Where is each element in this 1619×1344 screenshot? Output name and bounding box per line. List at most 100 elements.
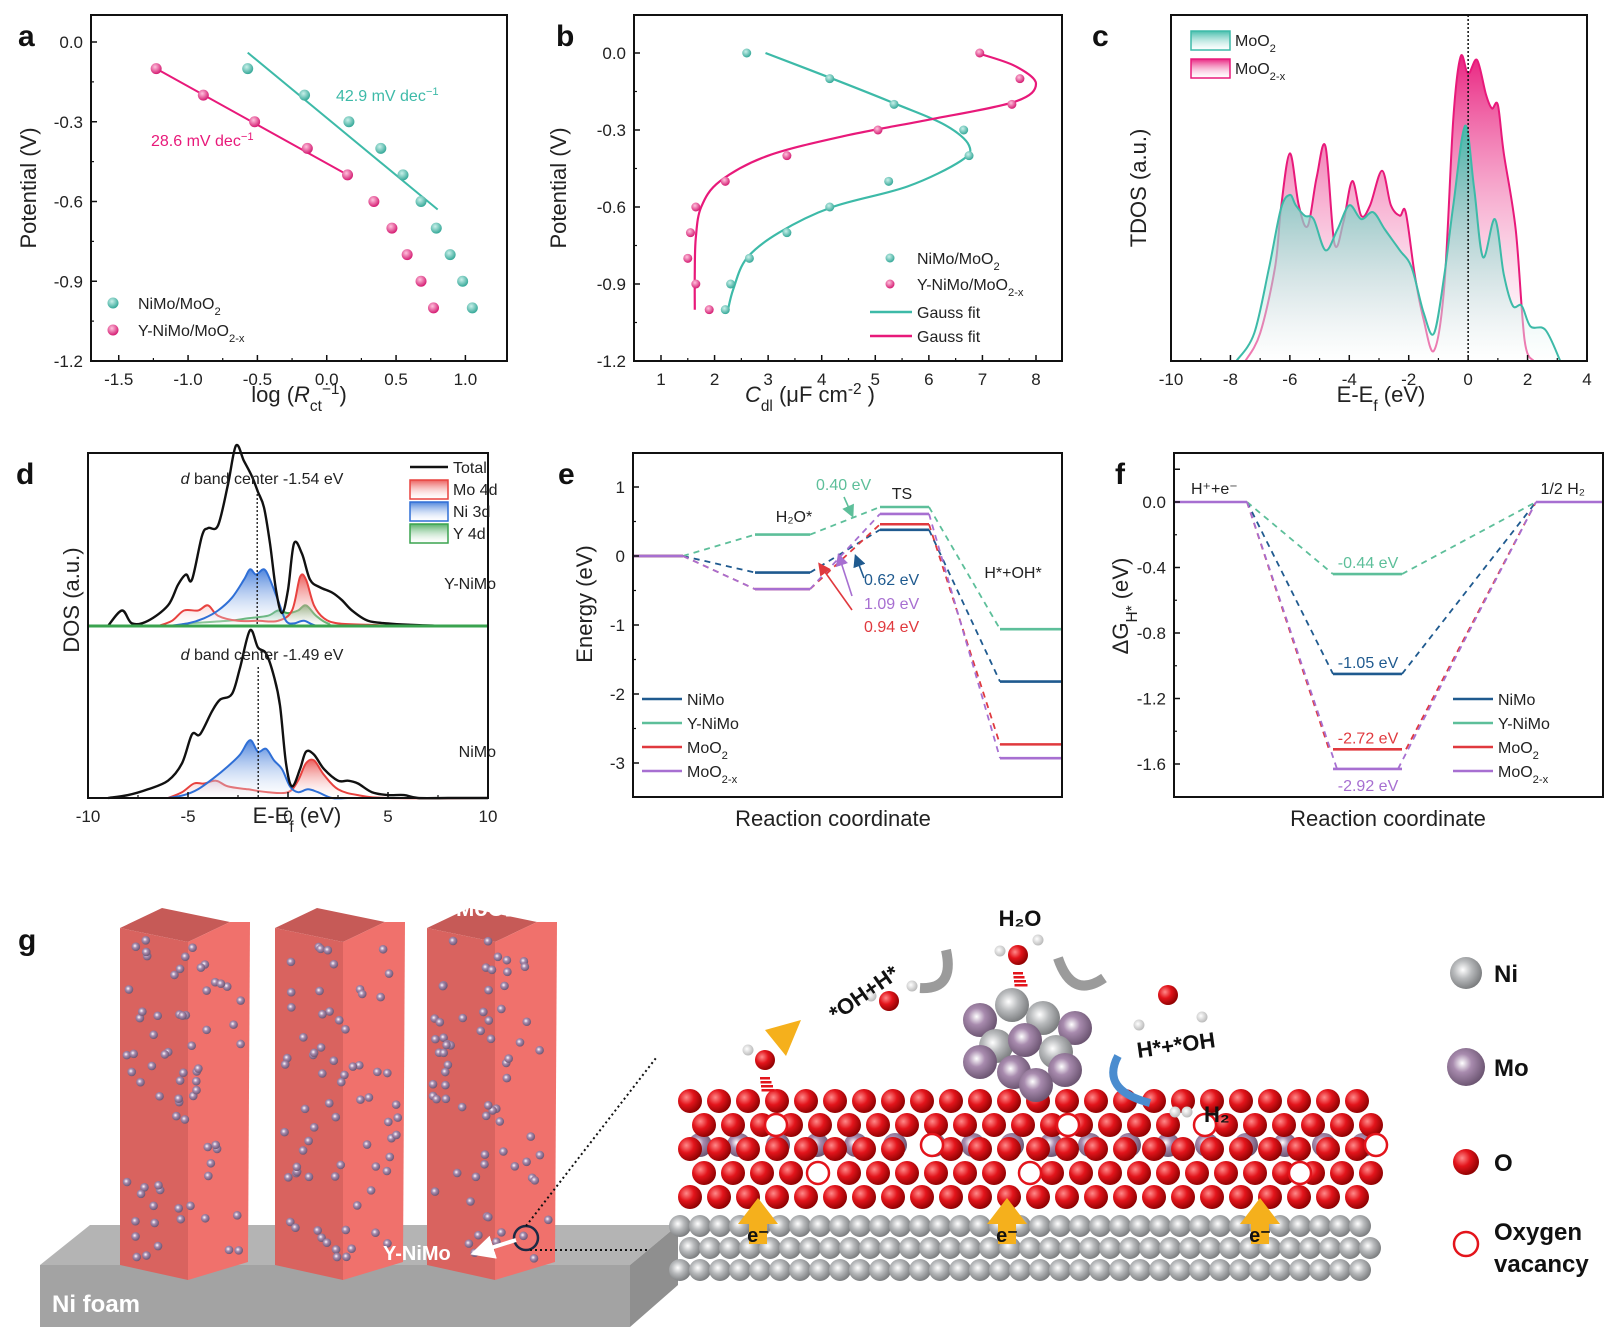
panel-e-ytick-label: 1 <box>616 478 625 497</box>
y-nimo-particle <box>318 1009 327 1019</box>
panel-e-barrier-label: 1.09 eV <box>864 596 919 613</box>
panel-b-legend-label: NiMo/MoO2 <box>917 251 1000 273</box>
ni-atom <box>949 1259 971 1281</box>
oxygen-atom <box>997 1089 1021 1113</box>
panel-b-xlabel-part: (μF cm <box>773 382 848 407</box>
panel-e-legend-label-part: 2-x <box>722 774 738 786</box>
oxygen-vacancy <box>763 1112 789 1138</box>
y-nimo-particle <box>376 992 385 1002</box>
panel-b-data-point <box>704 305 714 315</box>
y-nimo-particle <box>149 1201 158 1211</box>
oxygen-vacancy <box>1192 1112 1218 1138</box>
y-nimo-particle <box>483 1101 493 1110</box>
y-nimo-particle <box>200 1213 210 1223</box>
oxygen-atom <box>1316 1137 1340 1161</box>
ni-atom <box>1209 1259 1231 1281</box>
y-nimo-particle <box>330 1172 340 1181</box>
panel-b-data-point <box>964 151 974 161</box>
y-nimo-particle <box>357 989 367 999</box>
panel-letter-e: e <box>558 458 575 491</box>
panel-a-legend-label-part: 2 <box>214 306 220 318</box>
y-nimo-particle <box>382 1166 392 1176</box>
oxygen-atom <box>823 1089 847 1113</box>
ni-atom <box>1189 1259 1211 1281</box>
panel-a-legend-label-part: NiMo/MoO <box>138 296 214 313</box>
panel-a-data-point <box>375 142 387 154</box>
oxygen-atom <box>881 1089 905 1113</box>
legend-label: Ni <box>1494 961 1518 988</box>
y-nimo-particle <box>341 1225 351 1235</box>
panel-d-legend-label: Mo 4d <box>453 482 497 499</box>
y-nimo-particle <box>336 1077 346 1087</box>
oxygen-vacancy <box>805 1160 831 1186</box>
oxygen-atom <box>1258 1185 1282 1209</box>
oxygen-atom <box>895 1113 919 1137</box>
oxygen-atom <box>1055 1137 1079 1161</box>
ni-atom <box>1249 1259 1271 1281</box>
y-nimo-particle <box>439 1033 448 1042</box>
y-nimo-particle <box>484 1016 494 1025</box>
panel-e-barrier-arrow <box>853 554 866 579</box>
panel-a-data-point <box>415 196 427 207</box>
h-oh-oxygen <box>1158 985 1178 1005</box>
panel-f-legend-label: Y-NiMo <box>1498 716 1550 733</box>
adsorption-bond-marker <box>1014 980 1026 983</box>
y-nimo-particle <box>155 1091 164 1101</box>
panel-c-xtick-label: -8 <box>1223 370 1238 389</box>
y-nimo-particle <box>122 1050 132 1060</box>
oxygen-atom <box>1287 1137 1311 1161</box>
y-nimo-particle <box>329 959 339 969</box>
y-nimo-particle <box>535 1150 545 1160</box>
nimo-cluster-atom <box>1048 1053 1082 1087</box>
oxygen-atom <box>1287 1185 1311 1209</box>
y-nimo-particle <box>202 1025 211 1035</box>
panel-b-xtick-label: 3 <box>763 370 772 389</box>
panel-a-slope-label-ynimo-part: −1 <box>241 131 254 143</box>
panel-e-connector <box>682 555 756 590</box>
panel-f-legend-label: MoO2-x <box>1498 764 1549 786</box>
ni-atom <box>1219 1237 1241 1259</box>
y-nimo-particle <box>441 1094 451 1104</box>
nimo-cluster-atom <box>1008 1023 1042 1057</box>
ni-atom <box>1039 1237 1061 1259</box>
adsorbed-oh-hydrogen <box>742 1044 754 1056</box>
y-nimo-particle <box>543 1215 553 1225</box>
y-nimo-particle <box>464 1239 474 1248</box>
y-nimo-particle <box>286 957 296 967</box>
panel-c-xtick-label: 4 <box>1582 370 1591 389</box>
ni-atom <box>1309 1259 1331 1281</box>
ni-atom <box>1069 1259 1091 1281</box>
panel-c-legend-label-part: 2 <box>1270 43 1276 55</box>
panel-c-legend-label: MoO2-x <box>1235 61 1286 83</box>
oxygen-vacancy <box>1017 1160 1043 1186</box>
oxygen-atom <box>794 1137 818 1161</box>
y-nimo-particle <box>206 1158 216 1168</box>
pillar-label: MoO₂₋ₓ <box>456 896 535 921</box>
ni-atom <box>1139 1237 1161 1259</box>
ni-atom <box>1029 1215 1051 1237</box>
panel-f-legend-label-part: 2-x <box>1533 774 1549 786</box>
panel-e-state-label-ts: TS <box>892 486 912 503</box>
panel-a-data-point <box>428 302 440 314</box>
panel-c-legend-label-part: MoO <box>1235 61 1270 78</box>
oxygen-atom <box>1127 1113 1151 1137</box>
oxygen-atom <box>1345 1089 1369 1113</box>
panel-b-legend-marker <box>885 253 895 263</box>
panel-a-xlabel: log (Rct−1) <box>251 381 347 415</box>
ni-atom <box>1279 1237 1301 1259</box>
panel-b-ytick-label: -1.2 <box>597 352 626 371</box>
y-nimo-particle <box>520 962 530 972</box>
y-nimo-particle <box>196 963 206 972</box>
panel-a-data-point <box>386 222 398 234</box>
oxygen-vacancy <box>1287 1160 1313 1186</box>
panel-b-data-point <box>959 125 969 135</box>
legend-label: Oxygen <box>1494 1219 1582 1246</box>
y-nimo-particle <box>483 936 493 946</box>
panel-d-d-band-center-label-part: d <box>181 471 191 488</box>
y-nimo-particle <box>487 965 497 975</box>
ni-atom <box>1069 1215 1091 1237</box>
y-nimo-particle <box>188 943 197 953</box>
panel-a-ytick-label: 0.0 <box>59 33 83 52</box>
y-nimo-particle <box>124 985 134 994</box>
y-nimo-particle <box>529 1254 539 1263</box>
